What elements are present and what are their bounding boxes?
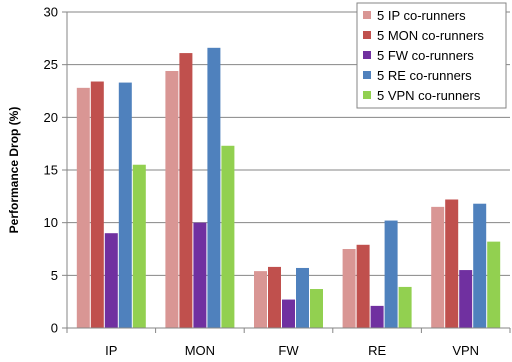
x-category-label: RE [368,343,386,358]
y-tick-label: 5 [51,268,58,283]
axes [62,11,511,333]
bar-fw-series-4 [296,267,309,328]
bar-fw-series-5 [310,289,323,328]
bar-ip-series-5 [132,164,146,328]
y-axis-title: Performance Drop (%) [7,107,21,234]
legend-swatch [363,51,371,59]
legend-label: 5 IP co-runners [377,8,466,23]
legend-box [356,2,507,109]
y-tick-label: 25 [44,57,58,72]
legend-swatch [363,11,371,19]
bar-mon-series-5 [221,145,235,328]
bar-ip-series-3 [104,233,118,328]
y-tick-label: 30 [44,5,58,20]
bar-re-series-2 [356,244,370,328]
y-tick-label: 0 [51,321,58,336]
y-tick-label: 10 [44,215,58,230]
bar-vpn-series-5 [487,241,501,328]
legend-label: 5 VPN co-runners [377,88,481,103]
bar-re-series-4 [384,220,398,328]
bar-ip-series-4 [118,82,132,328]
legend-label: 5 MON co-runners [377,28,484,43]
x-category-label: IP [105,343,117,358]
x-category-label: VPN [452,343,479,358]
bar-fw-series-3 [282,299,295,328]
legend-swatch [363,71,371,79]
legend-swatch [363,91,371,99]
legend: 5 IP co-runners 5 MON co-runners 5 FW co-r… [356,2,507,109]
legend-swatch [363,31,371,39]
bar-ip-series-2 [90,81,104,329]
x-category-label: MON [185,343,215,358]
bar-mon-series-3 [193,222,207,328]
bar-re-series-3 [370,305,384,328]
y-tick-labels: 0 5 10 15 20 25 30 [44,5,58,336]
legend-label: 5 FW co-runners [377,48,474,63]
bar-mon-series-4 [207,47,221,329]
bars [76,47,501,329]
bar-fw-series-1 [254,271,267,328]
bar-re-series-5 [398,286,412,328]
bar-re-series-1 [342,249,356,328]
bar-vpn-series-4 [473,203,487,328]
bar-mon-series-1 [165,70,179,328]
bar-fw-series-2 [268,266,281,328]
bar-vpn-series-1 [431,206,445,328]
bar-vpn-series-3 [459,270,473,328]
bar-vpn-series-2 [445,199,459,328]
x-category-labels: IP MON FW RE VPN [105,343,479,358]
legend-label: 5 RE co-runners [377,68,472,83]
bar-mon-series-2 [179,53,193,329]
x-category-label: FW [278,343,299,358]
bar-ip-series-1 [76,87,90,328]
y-tick-label: 15 [44,163,58,178]
y-tick-label: 20 [44,110,58,125]
